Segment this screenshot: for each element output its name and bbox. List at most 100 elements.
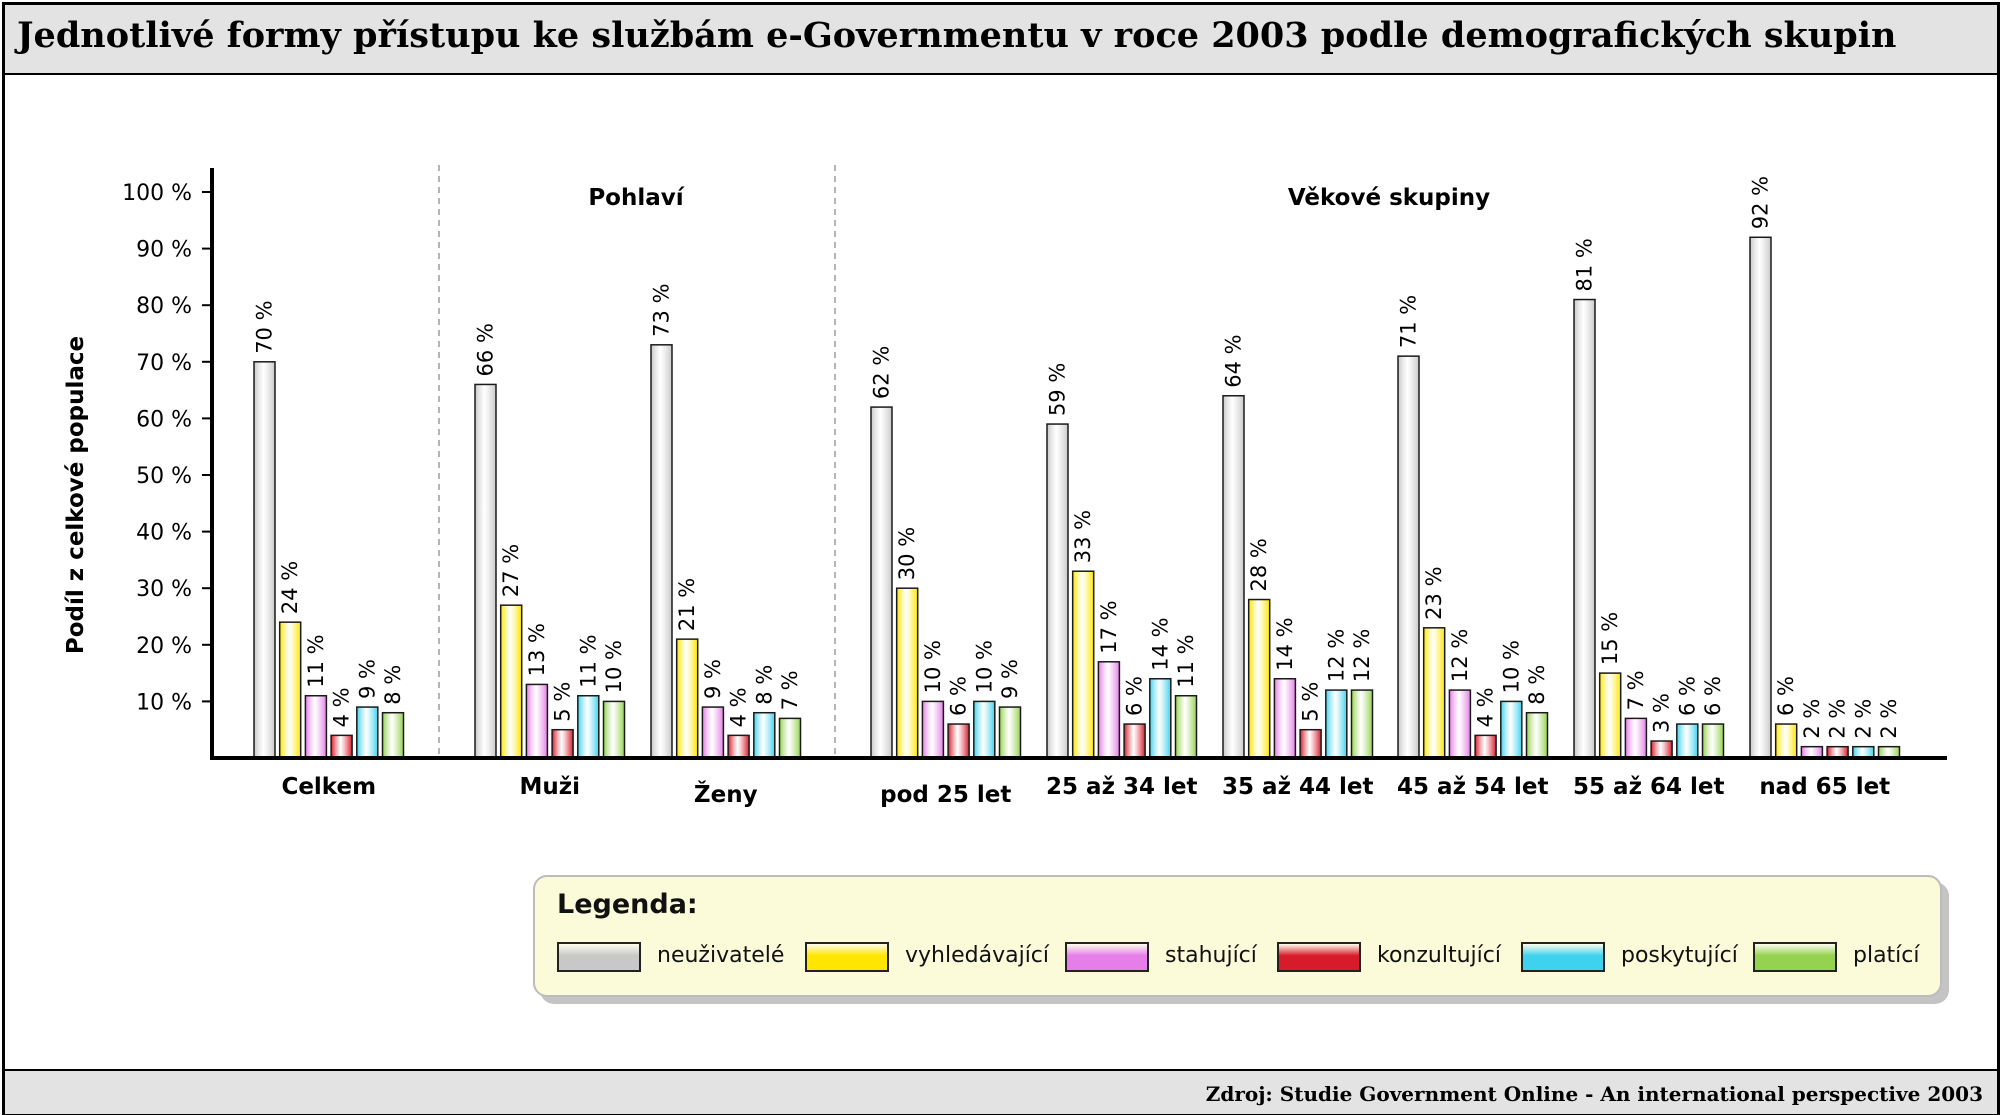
data-label: 21 % xyxy=(675,578,699,631)
bar xyxy=(1325,689,1348,759)
data-label: 5 % xyxy=(1299,682,1323,722)
data-label: 27 % xyxy=(499,544,523,597)
bar xyxy=(1573,298,1596,759)
data-label: 11 % xyxy=(304,634,328,687)
y-tick-label: 10 % xyxy=(136,690,192,715)
legend-title: Legenda: xyxy=(557,889,698,920)
data-label: 71 % xyxy=(1397,295,1421,348)
legend-swatch xyxy=(1065,942,1149,972)
data-label: 6 % xyxy=(1701,676,1725,716)
data-label: 33 % xyxy=(1071,510,1095,563)
bar xyxy=(381,711,405,759)
bar xyxy=(895,587,919,759)
category-label: 25 až 34 let xyxy=(1046,774,1197,800)
bar xyxy=(650,344,673,759)
category-label: Muži xyxy=(519,774,580,800)
data-label: 9 % xyxy=(701,659,725,699)
data-label: 2 % xyxy=(1851,699,1875,739)
bar xyxy=(1422,627,1446,759)
data-label: 11 % xyxy=(576,634,600,687)
data-label: 6 % xyxy=(1774,676,1798,716)
group-header: Pohlaví xyxy=(588,185,684,211)
bar xyxy=(551,728,574,759)
y-tick-label: 40 % xyxy=(136,521,192,546)
data-label: 7 % xyxy=(778,670,802,710)
title-bar: Jednotlivé formy přístupu ke službám e-G… xyxy=(5,5,1997,75)
bar xyxy=(1247,598,1271,759)
data-label: 70 % xyxy=(253,300,277,353)
legend-label: stahující xyxy=(1165,943,1257,968)
data-label: 11 % xyxy=(1174,634,1198,687)
legend-label: neuživatelé xyxy=(657,943,785,968)
bar xyxy=(1397,355,1420,759)
y-tick-label: 80 % xyxy=(136,294,192,319)
data-label: 59 % xyxy=(1046,363,1070,416)
data-label: 14 % xyxy=(1148,617,1172,670)
data-label: 81 % xyxy=(1573,238,1597,291)
data-label: 73 % xyxy=(650,283,674,336)
bar xyxy=(675,638,699,759)
bar xyxy=(356,706,379,759)
data-label: 9 % xyxy=(998,659,1022,699)
legend-label: konzultující xyxy=(1377,943,1501,968)
data-label: 24 % xyxy=(278,561,302,614)
data-label: 14 % xyxy=(1273,617,1297,670)
bar xyxy=(973,700,996,759)
category-label: pod 25 let xyxy=(880,782,1011,808)
bar xyxy=(1624,717,1648,759)
data-label: 8 % xyxy=(752,665,776,705)
bar xyxy=(1500,700,1523,759)
legend-swatch xyxy=(1753,942,1837,972)
data-label: 12 % xyxy=(1448,629,1472,682)
bar xyxy=(1222,395,1245,759)
category-label: Celkem xyxy=(281,774,376,800)
bar xyxy=(1525,711,1549,759)
data-label: 92 % xyxy=(1749,176,1773,229)
y-tick-label: 60 % xyxy=(136,407,192,432)
bar xyxy=(921,700,945,759)
footer-bar: Zdroj: Studie Government Online - An int… xyxy=(5,1069,1997,1114)
data-label: 6 % xyxy=(1123,676,1147,716)
bar xyxy=(753,711,776,759)
data-label: 15 % xyxy=(1598,612,1622,665)
bar xyxy=(1071,570,1095,759)
bar xyxy=(778,717,802,759)
y-tick-label: 50 % xyxy=(136,464,192,489)
bar xyxy=(870,406,893,759)
legend: Legenda: neuživatelé vyhledávající stahu… xyxy=(533,875,1942,997)
bar xyxy=(474,383,497,759)
bar xyxy=(1046,423,1069,759)
bar xyxy=(1149,678,1172,759)
legend-swatch xyxy=(557,942,641,972)
y-tick-label: 90 % xyxy=(136,238,192,263)
legend-label: poskytující xyxy=(1621,943,1738,968)
bar xyxy=(1676,723,1699,759)
legend-label: platící xyxy=(1853,943,1920,968)
data-label: 6 % xyxy=(947,676,971,716)
data-label: 6 % xyxy=(1675,676,1699,716)
legend-swatch xyxy=(805,942,889,972)
y-tick-label: 20 % xyxy=(136,634,192,659)
legend-swatch xyxy=(1521,942,1605,972)
y-tick-label: 70 % xyxy=(136,351,192,376)
data-label: 3 % xyxy=(1650,693,1674,733)
bar xyxy=(253,361,276,759)
data-label: 7 % xyxy=(1624,670,1648,710)
data-label: 12 % xyxy=(1350,629,1374,682)
data-label: 2 % xyxy=(1826,699,1850,739)
data-label: 62 % xyxy=(870,346,894,399)
y-tick-label: 30 % xyxy=(136,577,192,602)
bar-chart: 10 % 20 % 30 % 40 % 50 % 60 % 70 % 80 % 90 % 100 … xyxy=(63,165,1947,808)
source-note: Zdroj: Studie Government Online - An int… xyxy=(1205,1082,1983,1106)
data-label: 12 % xyxy=(1324,629,1348,682)
bar xyxy=(499,604,523,759)
group-header: Věkové skupiny xyxy=(1288,185,1490,211)
data-label: 9 % xyxy=(355,659,379,699)
bar xyxy=(330,734,353,759)
bar xyxy=(525,683,549,759)
bar xyxy=(1749,236,1772,759)
data-label: 8 % xyxy=(1525,665,1549,705)
bar xyxy=(998,706,1022,759)
category-label: Ženy xyxy=(694,780,758,808)
